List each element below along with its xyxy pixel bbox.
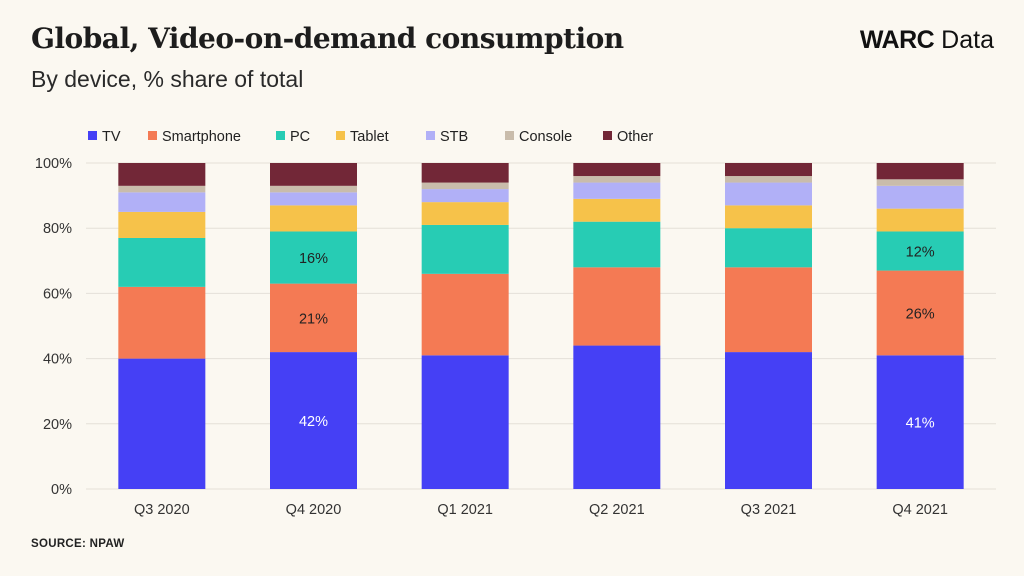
bar-segment-tablet — [573, 198, 661, 222]
y-tick-label: 60% — [43, 286, 72, 302]
bar-segment-smartphone — [725, 267, 812, 353]
bar-segment-smartphone — [270, 283, 357, 353]
data-label: 12% — [906, 245, 935, 261]
x-tick-label: Q1 2021 — [437, 502, 493, 518]
bar-segment-console — [118, 185, 206, 193]
x-tick-label: Q4 2020 — [286, 502, 342, 518]
legend-label-tablet: Tablet — [350, 129, 389, 145]
bar-segment-stb — [573, 182, 661, 199]
bar-segment-tv — [573, 345, 661, 489]
legend-label-pc: PC — [290, 129, 310, 145]
legend-swatch-stb — [426, 131, 435, 140]
bar-segment-pc — [118, 237, 206, 287]
legend-label-other: Other — [617, 129, 653, 145]
y-tick-label: 100% — [35, 156, 72, 172]
y-tick-label: 80% — [43, 221, 72, 237]
x-tick-label: Q3 2020 — [134, 502, 190, 518]
bar-segment-stb — [876, 185, 964, 209]
chart-subtitle: By device, % share of total — [31, 66, 304, 92]
data-label: 16% — [299, 251, 328, 267]
bar-segment-pc — [876, 231, 964, 271]
brand-logo-strong: WARC — [859, 26, 935, 54]
x-tick-label: Q4 2021 — [892, 502, 948, 518]
bar-segment-other — [421, 163, 509, 183]
y-tick-label: 0% — [51, 482, 72, 498]
bar-segment-tv — [270, 352, 357, 489]
bar-segment-console — [421, 182, 509, 190]
bar-segment-stb — [118, 192, 206, 212]
bar-segment-other — [725, 163, 812, 177]
legend-label-tv: TV — [102, 129, 121, 145]
bar-segment-smartphone — [421, 273, 509, 356]
source-note: SOURCE: NPAW — [31, 538, 125, 550]
bar-segment-tablet — [118, 211, 206, 238]
data-label: 26% — [906, 306, 935, 322]
bar-segment-pc — [421, 224, 509, 274]
bar-segment-other — [876, 163, 964, 180]
legend-swatch-smartphone — [148, 131, 157, 140]
brand-logo-rest: Data — [934, 26, 994, 54]
chart-title: Global, Video-on-demand consumption — [31, 22, 624, 55]
legend-swatch-tablet — [336, 131, 345, 140]
bar-segment-tablet — [270, 205, 357, 232]
bar-segment-other — [270, 163, 357, 186]
data-label: 42% — [299, 414, 328, 430]
bar-segment-other — [573, 163, 661, 177]
legend-swatch-other — [603, 131, 612, 140]
legend-label-console: Console — [519, 129, 572, 145]
bar-segment-console — [573, 176, 661, 183]
y-tick-label: 20% — [43, 417, 72, 433]
x-tick-label: Q3 2021 — [741, 502, 797, 518]
bar-segment-pc — [725, 228, 812, 268]
data-label: 41% — [906, 416, 935, 432]
bar-segment-tablet — [876, 208, 964, 232]
brand-logo: WARC Data — [860, 26, 994, 55]
bar-segment-other — [118, 163, 206, 186]
data-label: 21% — [299, 311, 328, 327]
legend-swatch-pc — [276, 131, 285, 140]
legend-label-smartphone: Smartphone — [162, 129, 241, 145]
legend-swatch-console — [505, 131, 514, 140]
bar-segment-tv — [118, 358, 206, 489]
bar-segment-smartphone — [118, 286, 206, 359]
bar-segment-console — [876, 179, 964, 186]
bar-segment-tablet — [421, 202, 509, 225]
legend-label-stb: STB — [440, 129, 468, 145]
x-tick-label: Q2 2021 — [589, 502, 645, 518]
bar-segment-tv — [421, 355, 509, 489]
bar-segment-console — [725, 176, 812, 183]
y-tick-label: 40% — [43, 352, 72, 368]
bar-segment-tv — [725, 352, 812, 489]
bar-segment-smartphone — [573, 267, 661, 346]
bar-segment-stb — [270, 192, 357, 206]
bar-segment-pc — [573, 221, 661, 268]
bar-segment-stb — [421, 189, 509, 203]
bar-segment-tablet — [725, 205, 812, 229]
bar-segment-pc — [270, 231, 357, 284]
bar-segment-console — [270, 185, 357, 193]
bar-segment-stb — [725, 182, 812, 206]
legend-swatch-tv — [88, 131, 97, 140]
bar-segment-smartphone — [876, 270, 964, 356]
bar-segment-tv — [876, 355, 964, 489]
